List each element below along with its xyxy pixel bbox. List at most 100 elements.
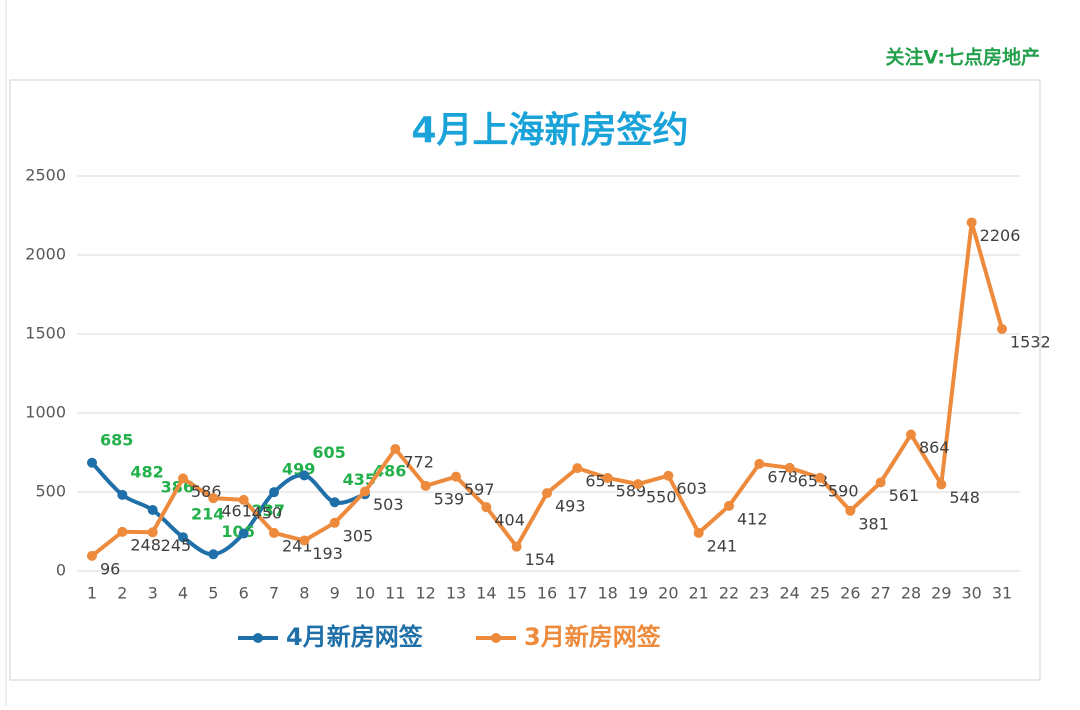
point bbox=[663, 470, 674, 481]
x-tick-label: 13 bbox=[446, 584, 466, 603]
point bbox=[329, 517, 340, 528]
data-label: 241 bbox=[707, 536, 738, 555]
data-label: 412 bbox=[737, 509, 768, 528]
x-tick-label: 5 bbox=[208, 584, 218, 603]
point bbox=[724, 500, 734, 511]
data-label: 597 bbox=[464, 480, 495, 499]
data-label: 1532 bbox=[1010, 332, 1051, 351]
x-tick-label: 18 bbox=[597, 584, 617, 603]
point bbox=[754, 458, 765, 469]
point bbox=[815, 472, 825, 483]
point bbox=[178, 473, 188, 484]
x-tick-label: 1 bbox=[87, 584, 97, 603]
x-tick-label: 21 bbox=[688, 584, 708, 603]
x-tick-label: 24 bbox=[779, 584, 799, 603]
data-label: 590 bbox=[828, 481, 859, 500]
data-label: 450 bbox=[252, 503, 283, 522]
point bbox=[511, 541, 522, 552]
point bbox=[390, 444, 401, 455]
x-tick-label: 30 bbox=[961, 584, 981, 603]
data-label: 499 bbox=[282, 460, 315, 479]
x-tick-label: 3 bbox=[148, 584, 158, 603]
data-label: 96 bbox=[100, 559, 120, 578]
point bbox=[693, 527, 704, 538]
x-tick-label: 31 bbox=[992, 584, 1012, 603]
data-label: 461 bbox=[221, 502, 252, 521]
point bbox=[875, 477, 886, 488]
point bbox=[997, 323, 1007, 334]
data-label: 561 bbox=[889, 486, 920, 505]
point bbox=[784, 462, 795, 473]
x-tick-label: 2 bbox=[117, 584, 127, 603]
point bbox=[906, 429, 916, 440]
data-label: 685 bbox=[100, 430, 133, 449]
y-tick-label: 1000 bbox=[25, 403, 66, 422]
point bbox=[602, 472, 613, 483]
data-label: 772 bbox=[403, 453, 434, 472]
point bbox=[299, 470, 310, 481]
data-label: 193 bbox=[312, 544, 343, 563]
x-tick-label: 22 bbox=[719, 584, 739, 603]
legend-marker bbox=[491, 633, 501, 643]
y-tick-label: 2500 bbox=[25, 166, 66, 185]
point bbox=[542, 488, 552, 499]
point bbox=[178, 532, 188, 543]
x-tick-label: 10 bbox=[355, 584, 375, 603]
data-label: 2206 bbox=[980, 226, 1021, 245]
data-label: 550 bbox=[646, 488, 677, 507]
point bbox=[845, 505, 856, 516]
x-tick-label: 15 bbox=[506, 584, 526, 603]
point bbox=[633, 479, 643, 490]
point bbox=[481, 502, 492, 513]
data-label: 435 bbox=[343, 470, 376, 489]
point bbox=[420, 480, 431, 491]
data-label: 605 bbox=[312, 443, 345, 462]
point bbox=[329, 497, 340, 508]
chart-frame bbox=[9, 79, 1041, 681]
data-label: 404 bbox=[494, 511, 525, 530]
point bbox=[147, 527, 158, 538]
x-tick-label: 23 bbox=[749, 584, 769, 603]
y-tick-label: 1500 bbox=[25, 324, 66, 343]
point bbox=[87, 457, 97, 468]
x-tick-label: 19 bbox=[628, 584, 648, 603]
x-tick-label: 4 bbox=[178, 584, 188, 603]
point bbox=[238, 494, 249, 505]
data-label: 106 bbox=[221, 522, 254, 541]
x-tick-label: 6 bbox=[239, 584, 249, 603]
x-tick-label: 11 bbox=[385, 584, 405, 603]
watermark: 关注V:七点房地产 bbox=[886, 46, 1040, 69]
data-label: 548 bbox=[949, 488, 980, 507]
point bbox=[269, 527, 279, 538]
data-label: 603 bbox=[676, 479, 707, 498]
point bbox=[269, 487, 279, 498]
x-tick-label: 14 bbox=[476, 584, 496, 603]
x-tick-label: 12 bbox=[415, 584, 435, 603]
data-label: 154 bbox=[525, 550, 556, 569]
chart-title: 4月上海新房签约 bbox=[411, 110, 688, 151]
point bbox=[208, 549, 219, 560]
data-label: 539 bbox=[434, 489, 465, 508]
x-tick-label: 26 bbox=[840, 584, 860, 603]
x-tick-label: 28 bbox=[901, 584, 921, 603]
point bbox=[117, 526, 128, 537]
point bbox=[360, 486, 370, 497]
y-tick-label: 0 bbox=[56, 561, 66, 580]
point bbox=[208, 493, 219, 504]
data-label: 381 bbox=[858, 514, 889, 533]
legend-label: 3月新房网签 bbox=[524, 623, 662, 651]
x-tick-label: 20 bbox=[658, 584, 678, 603]
data-label: 864 bbox=[919, 438, 950, 457]
x-tick-label: 7 bbox=[269, 584, 279, 603]
data-label: 493 bbox=[555, 497, 586, 516]
point bbox=[966, 217, 977, 228]
x-tick-label: 27 bbox=[870, 584, 890, 603]
point bbox=[238, 528, 249, 539]
x-tick-label: 9 bbox=[330, 584, 340, 603]
x-tick-label: 8 bbox=[299, 584, 309, 603]
point bbox=[572, 463, 583, 474]
point bbox=[451, 471, 461, 482]
x-tick-label: 25 bbox=[810, 584, 830, 603]
data-label: 503 bbox=[373, 495, 404, 514]
